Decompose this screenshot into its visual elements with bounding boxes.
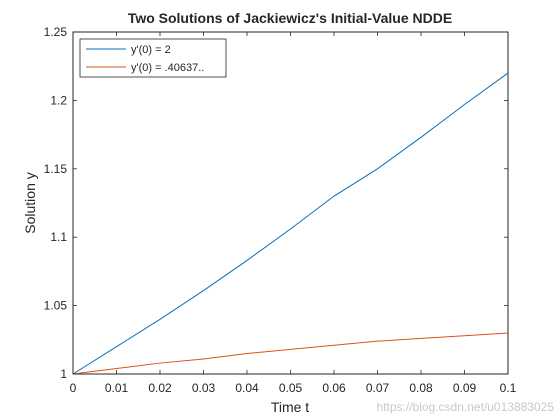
x-tick-label: 0.05 xyxy=(279,381,303,395)
x-tick-label: 0.09 xyxy=(453,381,477,395)
x-tick-label: 0.02 xyxy=(148,381,172,395)
x-tick-label: 0.06 xyxy=(322,381,346,395)
y-axis-ticks: 1 1.05 1.1 1.15 1.2 1.25 xyxy=(44,25,508,381)
x-tick-label: 0.08 xyxy=(409,381,433,395)
plot-area xyxy=(72,31,509,375)
y-axis-label: Solution y xyxy=(22,172,38,233)
series-line-2 xyxy=(72,332,509,375)
y-tick-label: 1.25 xyxy=(44,25,68,39)
x-tick-label: 0.04 xyxy=(235,381,259,395)
chart-title: Two Solutions of Jackiewicz's Initial-Va… xyxy=(128,10,452,26)
y-tick-label: 1.2 xyxy=(50,93,67,107)
legend-label-series-1: y'(0) = 2 xyxy=(131,44,171,56)
x-tick-label: 0.07 xyxy=(366,381,390,395)
x-tick-label: 0 xyxy=(70,381,77,395)
legend-label-series-2: y'(0) = .40637.. xyxy=(131,62,204,74)
y-tick-label: 1.05 xyxy=(44,299,68,313)
x-tick-label: 0.03 xyxy=(192,381,216,395)
y-tick-label: 1 xyxy=(60,367,67,381)
y-tick-label: 1.1 xyxy=(50,230,67,244)
series-line-1 xyxy=(72,72,509,375)
x-tick-label: 0.1 xyxy=(500,381,517,395)
x-axis-label: Time t xyxy=(271,399,309,415)
legend: y'(0) = 2 y'(0) = .40637.. xyxy=(79,38,227,78)
x-tick-label: 0.01 xyxy=(105,381,129,395)
legend-box xyxy=(79,38,227,78)
series-lines xyxy=(72,72,509,375)
x-axis-ticks: 0 0.01 0.02 0.03 0.04 0.05 0.06 0.07 0.08 0.09 0.1 xyxy=(70,32,517,395)
y-tick-label: 1.15 xyxy=(44,162,68,176)
watermark: https://blog.csdn.net/u013883025 xyxy=(376,400,554,414)
